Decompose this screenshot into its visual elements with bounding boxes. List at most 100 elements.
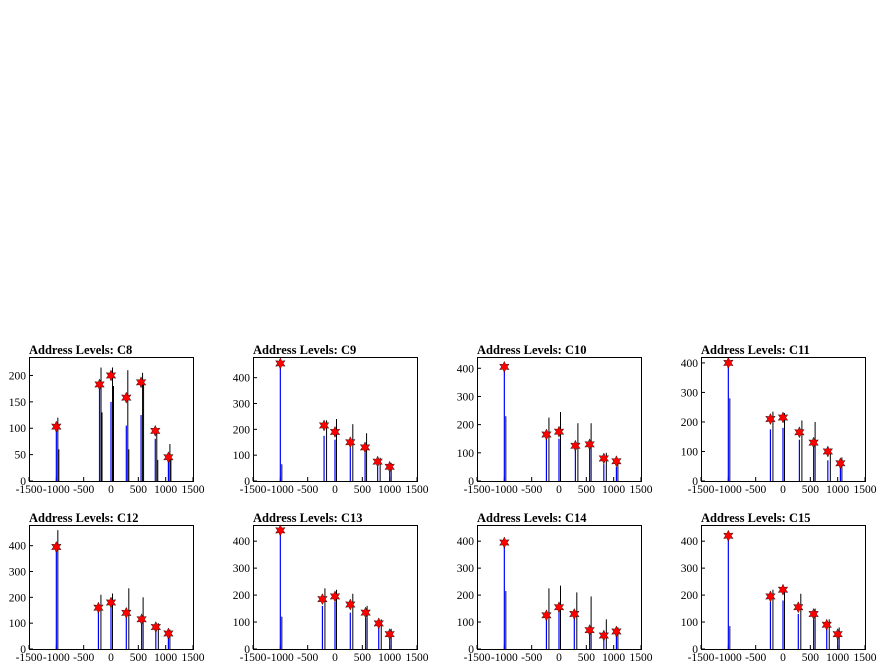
x-tick-label: 0 (780, 652, 786, 664)
x-tick-label: 0 (108, 484, 114, 496)
histogram-plot: 0 100 200 300 400 -1500 -1000 -500 0 500 1000 1500 (457, 357, 653, 496)
peak-star-icon (150, 424, 161, 437)
chart-title: Address Levels: C14 (477, 511, 587, 525)
chart-title: Address Levels: C12 (29, 511, 139, 525)
y-tick-label: 400 (233, 536, 251, 548)
histogram-plot: 0 100 200 300 400 -1500 -1000 -500 0 500 1000 1500 (681, 525, 877, 664)
chart-title: Address Levels: C13 (253, 511, 363, 525)
peak-star-icon (553, 601, 565, 614)
chart-panel: Address Levels: C14 0 100 200 300 400 -1500 -10… (445, 511, 671, 671)
peak-star-icon (541, 428, 552, 441)
x-tick-label: -1500 (464, 484, 491, 496)
peak-star-icon (611, 455, 622, 468)
plot-frame (701, 525, 866, 650)
x-tick-label: -1000 (267, 652, 294, 664)
x-tick-label: -1000 (43, 652, 70, 664)
y-tick-label: 0 (20, 476, 26, 488)
peak-star-icon (360, 606, 371, 619)
x-tick-label: 1000 (154, 484, 177, 496)
plot-frame (29, 525, 194, 650)
chart-panel: Address Levels: C12 0 100 200 300 400 -1500 -10… (0, 511, 223, 671)
peak-star-icon (317, 593, 328, 606)
x-tick-label: -500 (73, 652, 94, 664)
peak-star-icon (598, 629, 610, 642)
chart-panel: Address Levels: C13 0 100 200 300 400 -1500 -10… (221, 511, 447, 671)
x-tick-label: -500 (73, 484, 94, 496)
peak-star-icon (136, 613, 147, 626)
y-tick-label: 100 (233, 617, 251, 629)
plot-frame (477, 525, 642, 650)
y-tick-label: 200 (457, 590, 475, 602)
peak-star-icon (835, 457, 846, 470)
x-tick-label: -1500 (240, 652, 267, 664)
peak-star-icon (794, 426, 805, 439)
x-tick-label: 500 (802, 652, 820, 664)
x-tick-label: 500 (130, 484, 148, 496)
peak-star-icon (553, 425, 565, 438)
peak-star-icon (345, 598, 356, 611)
x-tick-label: -1000 (715, 484, 742, 496)
chart-title: Address Levels: C11 (701, 343, 810, 357)
x-tick-label: 0 (332, 484, 338, 496)
peak-star-icon (51, 420, 62, 433)
plot-frame (29, 357, 194, 482)
y-tick-label: 150 (9, 397, 27, 409)
peak-star-icon (584, 438, 595, 451)
chart-panel: Address Levels: C10 0 100 200 300 400 -1500 -10… (445, 343, 671, 503)
x-tick-label: 0 (332, 652, 338, 664)
plot-frame (701, 357, 866, 482)
peak-star-icon (777, 411, 789, 424)
peak-star-icon (821, 618, 832, 631)
histogram-plot: 0 100 200 300 400 -1500 -1000 -500 0 500 1000 1500 (233, 357, 429, 496)
x-tick-label: 500 (354, 652, 372, 664)
peak-star-icon (93, 601, 104, 614)
peak-star-icon (723, 529, 734, 542)
y-tick-label: 300 (681, 563, 699, 575)
y-tick-label: 300 (457, 391, 475, 403)
chart-panel: Address Levels: C8 0 50 100 150 200 -1500 -1000… (0, 343, 223, 503)
x-tick-label: -1500 (464, 652, 491, 664)
x-tick-label: 0 (556, 652, 562, 664)
x-tick-label: 1000 (602, 484, 625, 496)
y-tick-label: 200 (9, 592, 27, 604)
peak-star-icon (598, 452, 610, 465)
histogram-plot: 0 100 200 300 400 -1500 -1000 -500 0 500 1000 1500 (681, 356, 877, 496)
peak-star-icon (275, 524, 286, 537)
x-tick-label: -1500 (688, 484, 715, 496)
plot-frame (477, 357, 642, 482)
y-tick-label: 100 (457, 617, 475, 629)
plot-frame (253, 525, 418, 650)
peak-star-icon (135, 376, 147, 389)
peak-star-icon (121, 391, 132, 404)
peak-star-icon (765, 590, 776, 603)
x-tick-label: 1500 (854, 652, 877, 664)
peak-star-icon (777, 583, 789, 596)
x-tick-label: 0 (108, 652, 114, 664)
peak-star-icon (808, 436, 819, 449)
plot-frame (253, 357, 418, 482)
y-tick-label: 0 (244, 644, 250, 656)
peak-star-icon (765, 413, 776, 425)
y-tick-label: 400 (681, 358, 699, 370)
peak-star-icon (808, 607, 819, 620)
peak-star-icon (384, 460, 395, 473)
peak-star-icon (832, 628, 843, 641)
peak-star-icon (793, 601, 804, 614)
x-tick-label: -1000 (715, 652, 742, 664)
peak-star-icon (499, 536, 510, 549)
peak-star-icon (163, 627, 174, 640)
x-tick-label: 1000 (826, 484, 849, 496)
x-tick-label: -1000 (491, 652, 518, 664)
peak-star-icon (384, 628, 395, 641)
y-tick-label: 100 (681, 617, 699, 629)
y-tick-label: 400 (9, 541, 27, 553)
x-tick-label: 500 (130, 652, 148, 664)
x-tick-label: -1000 (43, 484, 70, 496)
x-tick-label: 0 (556, 484, 562, 496)
y-tick-label: 200 (681, 590, 699, 602)
peak-star-icon (584, 624, 595, 637)
histogram-plot: 0 100 200 300 400 -1500 -1000 -500 0 500 1000 1500 (9, 525, 205, 664)
peak-star-icon (373, 617, 384, 630)
x-tick-label: -1500 (16, 484, 43, 496)
